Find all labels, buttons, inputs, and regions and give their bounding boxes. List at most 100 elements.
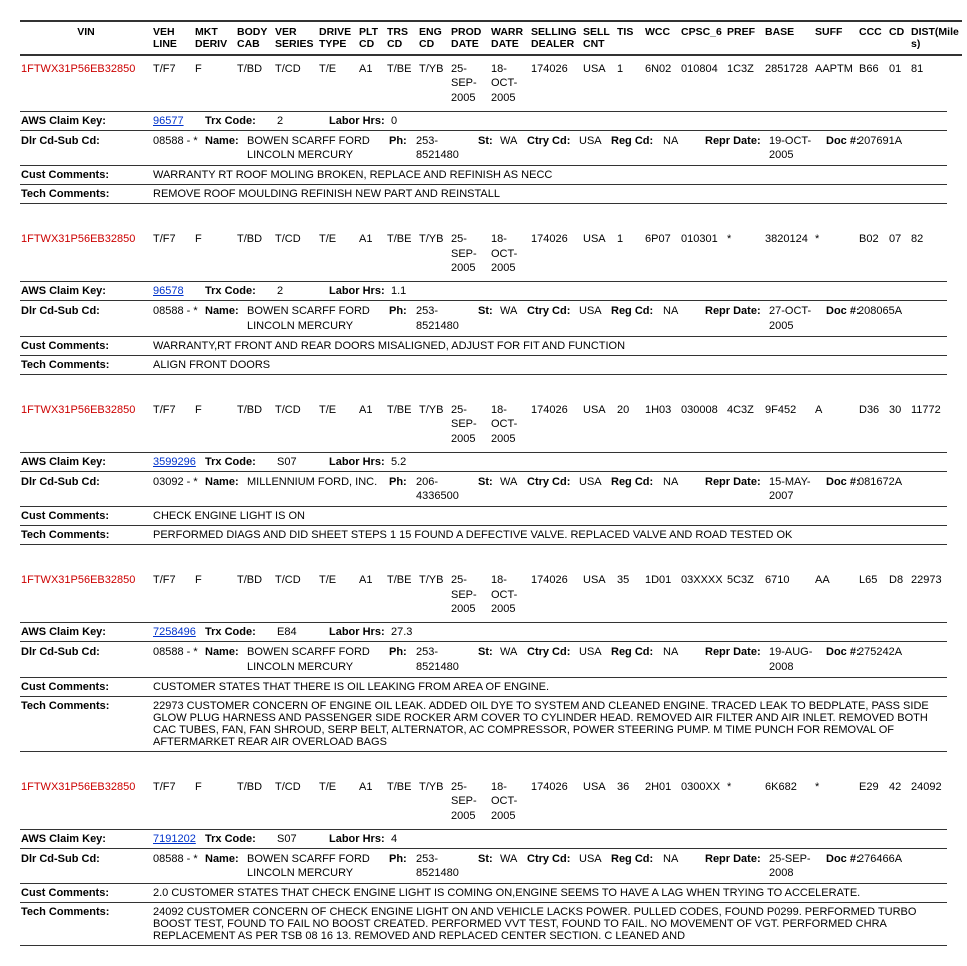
dlr-label: Dlr Cd-Sub Cd: — [20, 642, 152, 677]
ctry-label: Ctry Cd: — [526, 471, 578, 506]
doc-label: Doc #: — [825, 471, 857, 506]
name-value: BOWEN SCARFF FORD LINCOLN MERCURY — [246, 642, 388, 677]
cust-label: Cust Comments: — [20, 884, 152, 903]
tech-row-table: Tech Comments: ALIGN FRONT DOORS — [20, 355, 947, 375]
labor-value: 27.3 — [390, 623, 947, 642]
st-label: St: — [477, 301, 499, 336]
name-value: MILLENNIUM FORD, INC. — [246, 471, 388, 506]
aws-label: AWS Claim Key: — [20, 829, 152, 848]
cust-label: Cust Comments: — [20, 336, 152, 355]
vin-value: 1FTWX31P56EB32850 — [20, 55, 152, 111]
repr-label: Repr Date: — [704, 848, 768, 883]
ctry-label: Ctry Cd: — [526, 130, 578, 165]
ph-label: Ph: — [388, 471, 415, 506]
trx-label: Trx Code: — [204, 111, 276, 130]
dealer-row-table: Dlr Cd-Sub Cd: 08588 - * Name: BOWEN SCA… — [20, 300, 947, 336]
vin-value: 1FTWX31P56EB32850 — [20, 774, 152, 829]
cust-value: WARRANTY,RT FRONT AND REAR DOORS MISALIG… — [152, 336, 947, 355]
dlr-value: 08588 - * — [152, 848, 204, 883]
dealer-row: Dlr Cd-Sub Cd: 08588 - * Name: BOWEN SCA… — [20, 301, 947, 336]
record-gap — [20, 204, 947, 226]
aws-link[interactable]: 3599296 — [153, 456, 196, 468]
dlr-value: 08588 - * — [152, 301, 204, 336]
name-value: BOWEN SCARFF FORD LINCOLN MERCURY — [246, 848, 388, 883]
doc-value: 208065A — [857, 301, 947, 336]
record-gap — [20, 545, 947, 567]
trx-label: Trx Code: — [204, 829, 276, 848]
aws-link[interactable]: 7191202 — [153, 833, 196, 845]
tech-row-table: Tech Comments: 24092 CUSTOMER CONCERN OF… — [20, 902, 947, 946]
ctry-value: USA — [578, 301, 610, 336]
aws-row-table: AWS Claim Key: 96578 Trx Code: 2 Labor H… — [20, 281, 947, 300]
aws-row: AWS Claim Key: 96577 Trx Code: 2 Labor H… — [20, 111, 947, 130]
dealer-row: Dlr Cd-Sub Cd: 03092 - * Name: MILLENNIU… — [20, 471, 947, 506]
reg-value: NA — [662, 301, 704, 336]
tech-row-table: Tech Comments: 22973 CUSTOMER CONCERN OF… — [20, 696, 947, 752]
cust-row-table: Cust Comments: WARRANTY,RT FRONT AND REA… — [20, 336, 947, 355]
dealer-row: Dlr Cd-Sub Cd: 08588 - * Name: BOWEN SCA… — [20, 848, 947, 883]
tech-value: PERFORMED DIAGS AND DID SHEET STEPS 1 15… — [152, 526, 947, 545]
ph-label: Ph: — [388, 301, 415, 336]
reg-value: NA — [662, 642, 704, 677]
name-label: Name: — [204, 848, 246, 883]
aws-row-table: AWS Claim Key: 7258496 Trx Code: E84 Lab… — [20, 622, 947, 641]
tech-label: Tech Comments: — [20, 696, 152, 751]
ctry-value: USA — [578, 642, 610, 677]
ctry-label: Ctry Cd: — [526, 848, 578, 883]
trx-value: E84 — [276, 623, 328, 642]
ph-value: 253-8521480 — [415, 301, 477, 336]
labor-value: 0 — [390, 111, 947, 130]
dlr-label: Dlr Cd-Sub Cd: — [20, 848, 152, 883]
ctry-label: Ctry Cd: — [526, 301, 578, 336]
doc-value: 081672A — [857, 471, 947, 506]
ph-label: Ph: — [388, 130, 415, 165]
record-gap — [20, 752, 947, 774]
st-label: St: — [477, 471, 499, 506]
tech-row: Tech Comments: 22973 CUSTOMER CONCERN OF… — [20, 696, 947, 751]
aws-link[interactable]: 96578 — [153, 285, 184, 297]
tech-row-table: Tech Comments: REMOVE ROOF MOULDING REFI… — [20, 184, 947, 204]
aws-link[interactable]: 96577 — [153, 115, 184, 127]
vin-value: 1FTWX31P56EB32850 — [20, 397, 152, 452]
labor-label: Labor Hrs: — [328, 623, 390, 642]
tech-label: Tech Comments: — [20, 185, 152, 204]
reg-label: Reg Cd: — [610, 301, 662, 336]
record-block: 1FTWX31P56EB32850 T/F7 F T/BD T/CD T/E A… — [20, 567, 962, 622]
dlr-label: Dlr Cd-Sub Cd: — [20, 130, 152, 165]
cust-row: Cust Comments: 2.0 CUSTOMER STATES THAT … — [20, 884, 947, 903]
name-label: Name: — [204, 301, 246, 336]
aws-row: AWS Claim Key: 3599296 Trx Code: S07 Lab… — [20, 452, 947, 471]
ph-label: Ph: — [388, 642, 415, 677]
st-value: WA — [499, 642, 526, 677]
cust-row: Cust Comments: CHECK ENGINE LIGHT IS ON — [20, 507, 947, 526]
record-gap — [20, 375, 947, 397]
st-value: WA — [499, 301, 526, 336]
aws-row: AWS Claim Key: 7258496 Trx Code: E84 Lab… — [20, 623, 947, 642]
aws-label: AWS Claim Key: — [20, 452, 152, 471]
repr-value: 19-OCT-2005 — [768, 130, 825, 165]
cust-value: CUSTOMER STATES THAT THERE IS OIL LEAKIN… — [152, 677, 947, 696]
reg-value: NA — [662, 848, 704, 883]
repr-value: 19-AUG-2008 — [768, 642, 825, 677]
st-value: WA — [499, 471, 526, 506]
dlr-label: Dlr Cd-Sub Cd: — [20, 301, 152, 336]
labor-label: Labor Hrs: — [328, 829, 390, 848]
repr-label: Repr Date: — [704, 301, 768, 336]
aws-link[interactable]: 7258496 — [153, 626, 196, 638]
repr-label: Repr Date: — [704, 130, 768, 165]
st-label: St: — [477, 642, 499, 677]
reg-label: Reg Cd: — [610, 130, 662, 165]
ctry-label: Ctry Cd: — [526, 642, 578, 677]
reg-label: Reg Cd: — [610, 848, 662, 883]
reg-label: Reg Cd: — [610, 471, 662, 506]
aws-row-table: AWS Claim Key: 96577 Trx Code: 2 Labor H… — [20, 111, 947, 130]
tech-label: Tech Comments: — [20, 903, 152, 946]
tech-row: Tech Comments: PERFORMED DIAGS AND DID S… — [20, 526, 947, 545]
trx-label: Trx Code: — [204, 452, 276, 471]
dlr-value: 08588 - * — [152, 642, 204, 677]
st-label: St: — [477, 130, 499, 165]
name-label: Name: — [204, 471, 246, 506]
tech-row: Tech Comments: 24092 CUSTOMER CONCERN OF… — [20, 903, 947, 946]
dealer-row-table: Dlr Cd-Sub Cd: 03092 - * Name: MILLENNIU… — [20, 471, 947, 507]
record-block: 1FTWX31P56EB32850 T/F7 F T/BD T/CD T/E A… — [20, 397, 962, 452]
